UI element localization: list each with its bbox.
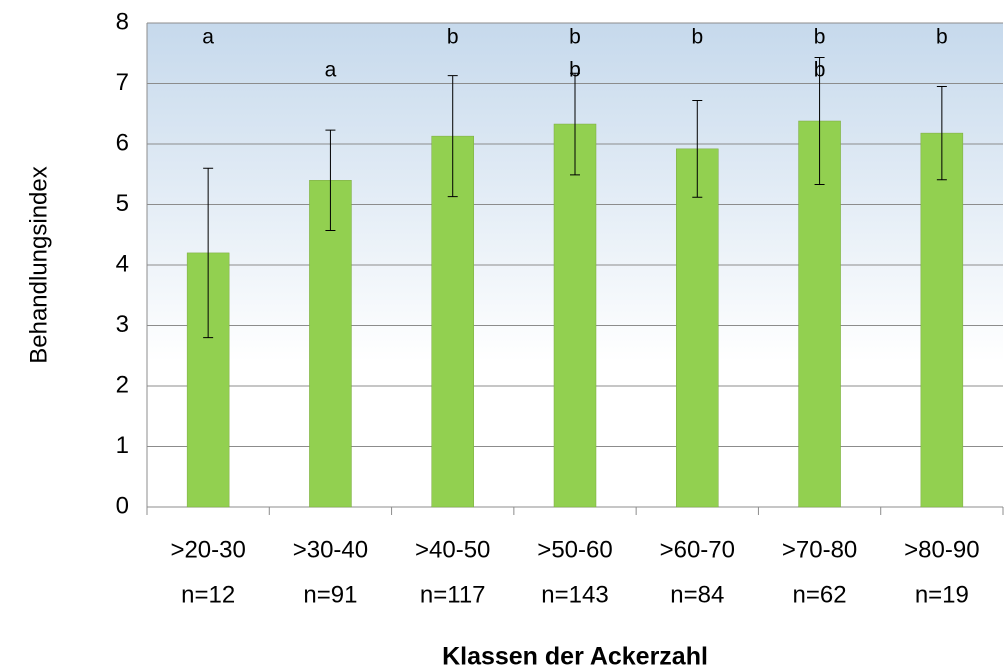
x-tick-label: >80-90 [904, 536, 979, 563]
y-tick-label: 2 [116, 371, 129, 398]
significance-letter: a [325, 59, 337, 82]
x-tick-label: >50-60 [537, 536, 612, 563]
significance-letter: b [569, 59, 581, 82]
bar [798, 120, 841, 508]
bar [309, 180, 352, 508]
n-label: n=143 [541, 581, 608, 608]
x-axis-label: Klassen der Ackerzahl [442, 643, 708, 670]
n-label: n=62 [793, 581, 847, 608]
x-tick-label: >30-40 [293, 536, 368, 563]
significance-letter: b [691, 26, 703, 49]
n-label: n=91 [303, 581, 357, 608]
error-bar [936, 86, 947, 181]
x-tick-label: >60-70 [660, 536, 735, 563]
bar [553, 123, 597, 508]
n-label: n=12 [181, 581, 235, 608]
error-bar [203, 167, 214, 339]
y-tick-label: 4 [116, 250, 129, 277]
y-tick-label: 0 [116, 492, 129, 519]
significance-letter: b [814, 59, 826, 82]
significance-letter: b [569, 26, 581, 49]
n-label: n=19 [915, 581, 969, 608]
y-tick-label: 6 [116, 129, 129, 156]
significance-letter: b [447, 26, 459, 49]
error-bar [814, 56, 825, 186]
significance-letter: b [936, 26, 948, 49]
error-bar [325, 129, 336, 232]
significance-letter: a [202, 26, 214, 49]
significance-letter: b [814, 26, 826, 49]
error-bar [447, 75, 458, 198]
y-tick-label: 1 [116, 432, 129, 459]
y-tick-label: 3 [116, 311, 129, 338]
y-tick-label: 8 [116, 8, 129, 35]
x-tick-label: >40-50 [415, 536, 490, 563]
bar [676, 148, 719, 508]
n-label: n=84 [670, 581, 724, 608]
y-tick-label: 7 [116, 69, 129, 96]
error-bar [570, 72, 580, 176]
y-axis-label: Behandlungsindex [25, 166, 52, 364]
bar [920, 132, 964, 508]
x-tick-label: >70-80 [782, 536, 857, 563]
bar [431, 135, 474, 508]
y-tick-label: 5 [116, 190, 129, 217]
error-bar [692, 99, 703, 198]
n-label: n=117 [420, 581, 486, 608]
x-tick-label: >20-30 [170, 536, 245, 563]
